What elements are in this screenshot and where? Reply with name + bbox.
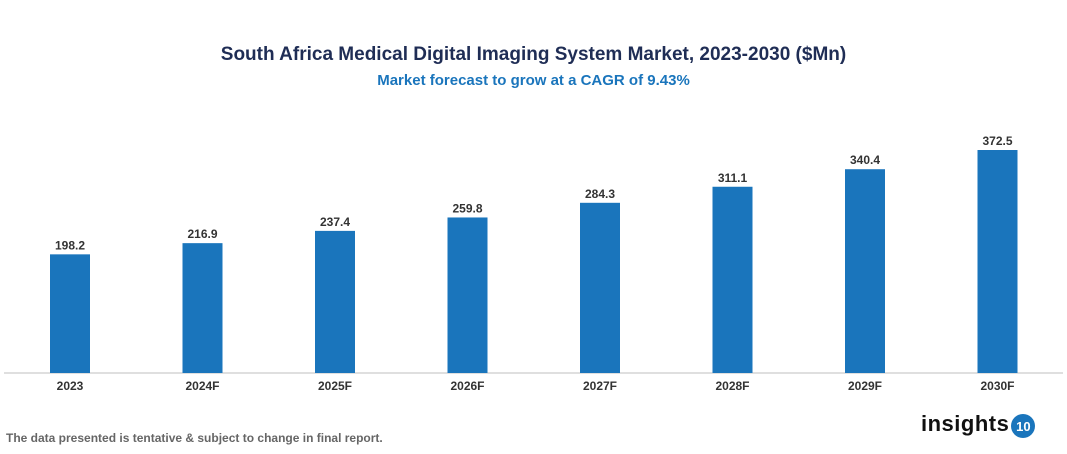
x-tick-label-2027F: 2027F xyxy=(583,379,617,393)
data-label-2023: 198.2 xyxy=(55,238,85,252)
data-label-2030F: 372.5 xyxy=(982,134,1012,148)
insights10-logo: insights 10 xyxy=(921,410,1036,438)
x-tick-label-2026F: 2026F xyxy=(450,379,484,393)
x-tick-label-2029F: 2029F xyxy=(848,379,882,393)
data-label-2029F: 340.4 xyxy=(850,153,880,167)
bar-2028F xyxy=(712,186,753,373)
bar-2024F xyxy=(182,243,223,373)
x-tick-label-2024F: 2024F xyxy=(185,379,219,393)
bar-2027F xyxy=(580,202,620,373)
chart-title: South Africa Medical Digital Imaging Sys… xyxy=(220,44,847,65)
data-label-2024F: 216.9 xyxy=(187,227,217,241)
bar-2030F xyxy=(977,150,1018,373)
x-tick-label-2028F: 2028F xyxy=(715,379,749,393)
x-tick-label-2025F: 2025F xyxy=(318,379,352,393)
bar-2025F xyxy=(315,230,355,373)
chart-subtitle: Market forecast to grow at a CAGR of 9.4… xyxy=(377,72,690,89)
data-label-2027F: 284.3 xyxy=(585,187,615,201)
data-label-2026F: 259.8 xyxy=(452,201,482,215)
x-tick-label-2023: 2023 xyxy=(57,379,84,393)
logo-text: insights xyxy=(921,411,1010,436)
logo-badge: 10 xyxy=(1011,414,1036,438)
x-tick-label-2030F: 2030F xyxy=(980,379,1014,393)
bar-2023 xyxy=(50,254,90,373)
data-label-2028F: 311.1 xyxy=(718,171,748,185)
bar-2026F xyxy=(447,217,488,373)
data-label-2025F: 237.4 xyxy=(320,215,350,229)
disclaimer-note: The data presented is tentative & subjec… xyxy=(6,431,383,445)
bar-2029F xyxy=(845,169,885,373)
